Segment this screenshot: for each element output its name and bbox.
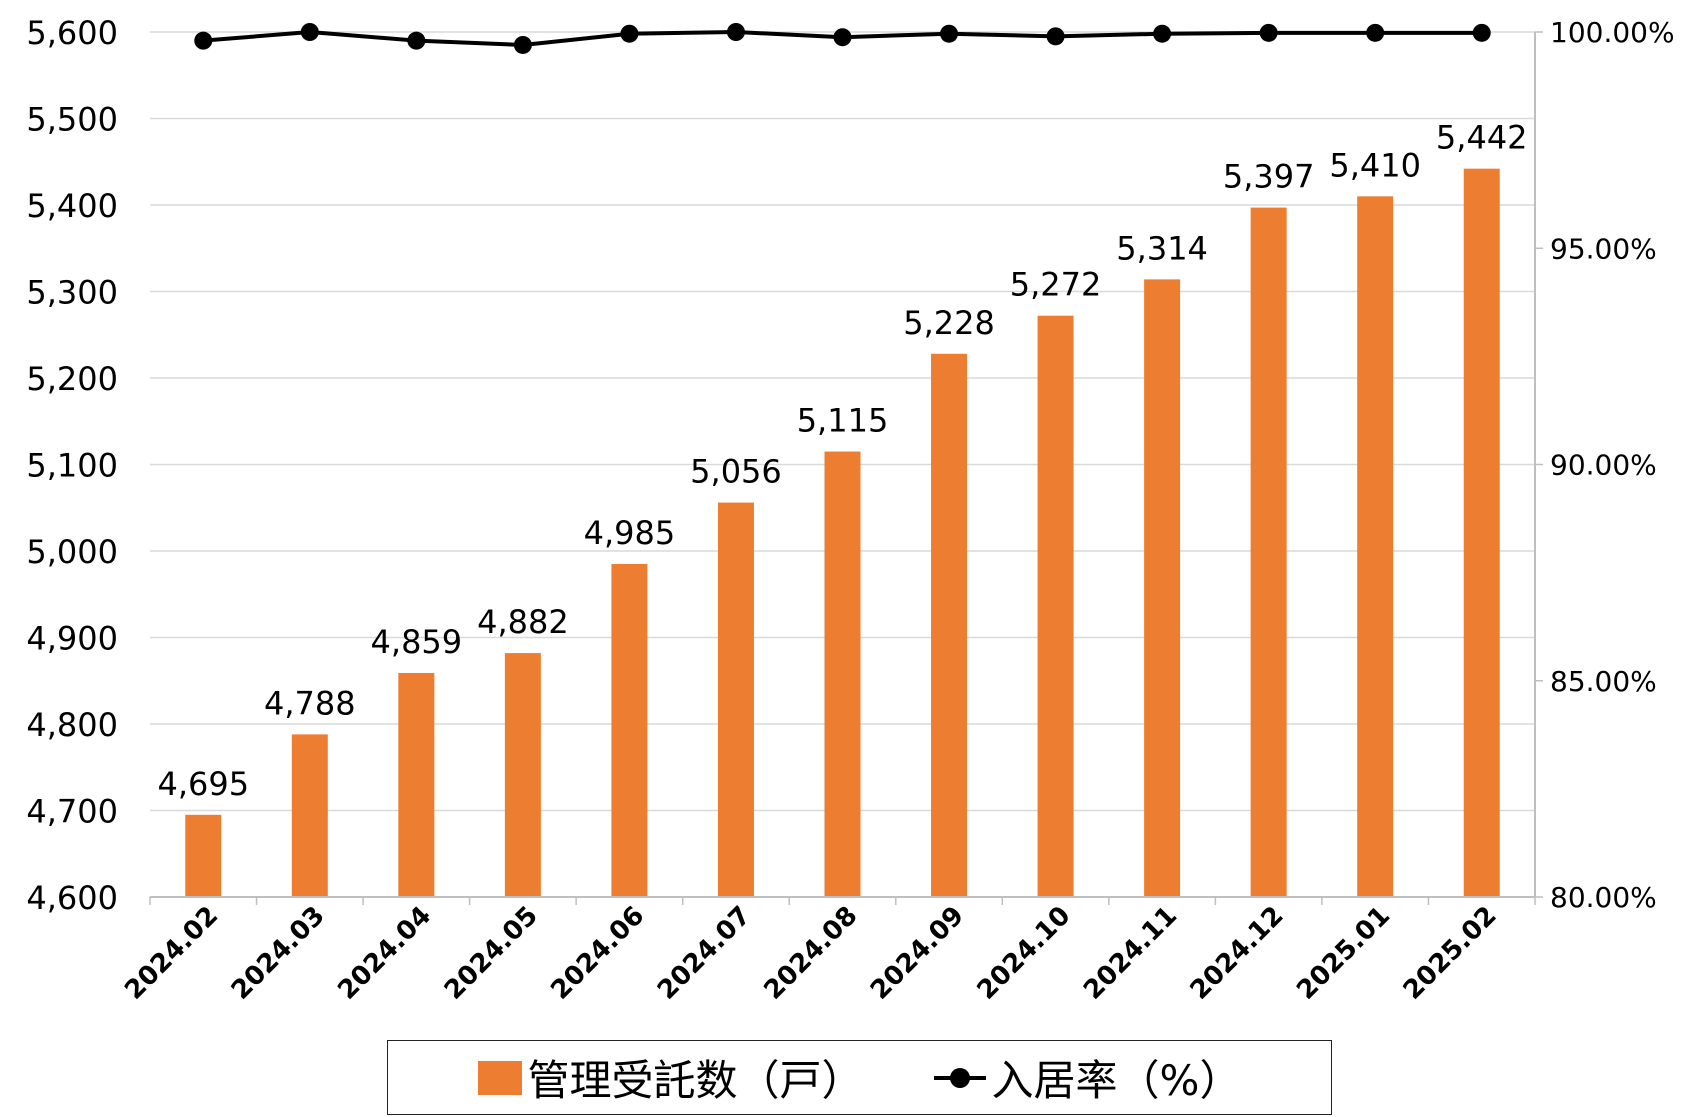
x-axis-ticks: 2024.02 2024.03 2024.04 2024.05 2024.06 2024.… bbox=[119, 897, 1536, 1006]
bar bbox=[1037, 315, 1074, 898]
line-point bbox=[513, 35, 532, 54]
bar-data-label: 5,056 bbox=[690, 453, 782, 491]
legend-bar-label: 管理受託数（戸） bbox=[527, 1056, 864, 1105]
left-tick-label: 4,600 bbox=[26, 879, 118, 917]
bar-data-label: 4,882 bbox=[477, 603, 569, 641]
line-point bbox=[833, 28, 852, 47]
line-point bbox=[1472, 23, 1491, 42]
x-tick-label: 2024.03 bbox=[226, 901, 331, 1006]
left-tick-label: 4,800 bbox=[26, 706, 118, 744]
bar-data-label: 4,695 bbox=[157, 765, 249, 803]
bar-data-label: 5,410 bbox=[1329, 146, 1421, 184]
line-series bbox=[194, 23, 1491, 54]
right-tick-label: 90.00% bbox=[1550, 449, 1657, 482]
right-axis-ticks: 80.00% 85.00% 90.00% 95.00% 100.00% bbox=[1535, 16, 1675, 914]
bar-data-label: 4,859 bbox=[371, 623, 463, 661]
left-tick-label: 4,700 bbox=[26, 793, 118, 831]
x-tick-label: 2024.07 bbox=[652, 901, 757, 1006]
x-tick-label: 2024.04 bbox=[332, 901, 437, 1006]
x-tick-label: 2024.12 bbox=[1185, 901, 1290, 1006]
bar bbox=[824, 451, 861, 897]
bar bbox=[931, 353, 968, 897]
bar bbox=[1463, 168, 1500, 898]
left-axis-ticks: 4,600 4,700 4,800 4,900 5,000 5,100 5,200 5,300… bbox=[26, 14, 118, 917]
x-tick-label: 2025.02 bbox=[1398, 901, 1503, 1006]
line-point bbox=[726, 23, 745, 41]
line-point bbox=[194, 31, 213, 50]
x-tick-label: 2024.11 bbox=[1078, 901, 1183, 1006]
bar bbox=[504, 653, 541, 897]
legend-line-label: 入居率（%） bbox=[991, 1056, 1242, 1105]
right-tick-label: 85.00% bbox=[1550, 665, 1657, 698]
bar bbox=[611, 563, 648, 897]
bar bbox=[1357, 196, 1394, 898]
legend-bar-swatch bbox=[477, 1060, 522, 1095]
x-tick-label: 2024.08 bbox=[758, 901, 863, 1006]
left-tick-label: 5,100 bbox=[26, 447, 118, 485]
line-point bbox=[1259, 23, 1278, 42]
x-tick-label: 2024.09 bbox=[865, 901, 970, 1006]
bar-series bbox=[185, 168, 1500, 898]
right-tick-label: 95.00% bbox=[1550, 232, 1657, 265]
x-tick-label: 2025.01 bbox=[1291, 901, 1396, 1006]
line-point bbox=[1046, 27, 1065, 46]
bar-data-label: 5,272 bbox=[1010, 266, 1102, 304]
line-point bbox=[300, 23, 319, 41]
x-tick-label: 2024.02 bbox=[119, 901, 224, 1006]
bar bbox=[1250, 207, 1287, 898]
line-point bbox=[940, 24, 959, 43]
left-tick-label: 4,900 bbox=[26, 620, 118, 658]
bar-data-label: 5,397 bbox=[1223, 158, 1315, 196]
left-tick-label: 5,200 bbox=[26, 360, 118, 398]
bar bbox=[185, 814, 222, 897]
legend-line-marker bbox=[933, 1061, 986, 1095]
line-point bbox=[1366, 23, 1385, 42]
x-tick-label: 2024.10 bbox=[972, 901, 1077, 1006]
legend-item-line: 入居率（%） bbox=[933, 1047, 1242, 1108]
bar-data-label: 5,442 bbox=[1436, 119, 1528, 157]
left-tick-label: 5,000 bbox=[26, 533, 118, 571]
line-point bbox=[1153, 24, 1172, 43]
bar-data-label: 5,115 bbox=[797, 402, 889, 440]
x-tick-label: 2024.05 bbox=[439, 901, 544, 1006]
line-point bbox=[407, 31, 426, 50]
bar bbox=[1144, 279, 1181, 897]
left-tick-label: 5,400 bbox=[26, 187, 118, 225]
x-tick-label: 2024.06 bbox=[545, 901, 650, 1006]
legend: 管理受託数（戸） 入居率（%） bbox=[387, 1040, 1332, 1115]
legend-item-bar: 管理受託数（戸） bbox=[477, 1047, 864, 1108]
left-tick-label: 5,500 bbox=[26, 101, 118, 139]
left-tick-label: 5,600 bbox=[26, 14, 118, 52]
right-tick-label: 100.00% bbox=[1550, 16, 1675, 49]
bar-data-label: 5,314 bbox=[1116, 229, 1208, 267]
right-tick-label: 80.00% bbox=[1550, 881, 1657, 914]
bar-data-label: 4,788 bbox=[264, 684, 356, 722]
bar-data-label: 4,985 bbox=[584, 514, 676, 552]
line-point bbox=[620, 24, 639, 43]
bar bbox=[717, 502, 754, 897]
bar-data-label: 5,228 bbox=[903, 304, 995, 342]
bar-data-labels: 4,695 4,788 4,859 4,882 4,985 5,056 5,115 5,228… bbox=[157, 119, 1527, 803]
bar bbox=[291, 734, 328, 897]
left-tick-label: 5,300 bbox=[26, 274, 118, 312]
bar bbox=[398, 672, 435, 897]
